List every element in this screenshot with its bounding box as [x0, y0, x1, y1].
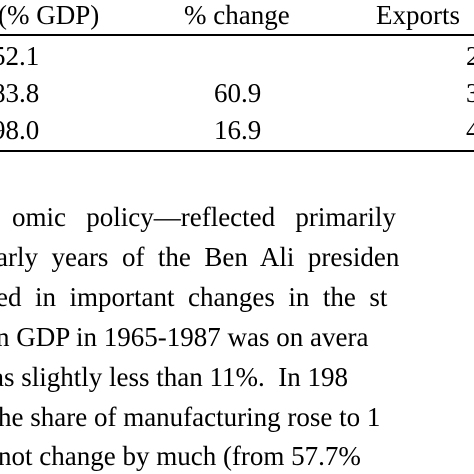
paragraph-line: arly years of the Ben Ali presiden: [0, 242, 400, 272]
paragraph-line: n GDP in 1965-1987 was on avera: [0, 322, 369, 352]
cell-exports: 4: [466, 115, 474, 145]
header-exports: Exports: [376, 0, 460, 30]
table-bottom-rule: [0, 150, 474, 152]
header-gdp: (% GDP): [0, 0, 100, 30]
paragraph-line: not change by much (from 57.7%: [0, 441, 361, 471]
cell-gdp: 52.1: [0, 41, 40, 71]
table-header-rule: [0, 34, 474, 36]
header-percent-change: % change: [184, 0, 290, 30]
paragraph-line: omic policy—reflected primarily: [12, 202, 396, 232]
paragraph-line: as slightly less than 11%. In 198: [0, 362, 348, 392]
cell-gdp: 98.0: [0, 115, 40, 145]
cell-exports: 2: [466, 41, 474, 71]
cell-change: 16.9: [214, 115, 262, 145]
cell-exports: 3: [466, 78, 474, 108]
paragraph-line: he share of manufacturing rose to 1: [0, 402, 381, 432]
paragraph-line: ed in important changes in the st: [0, 282, 388, 312]
cell-change: 60.9: [214, 78, 262, 108]
cell-gdp: 83.8: [0, 78, 40, 108]
